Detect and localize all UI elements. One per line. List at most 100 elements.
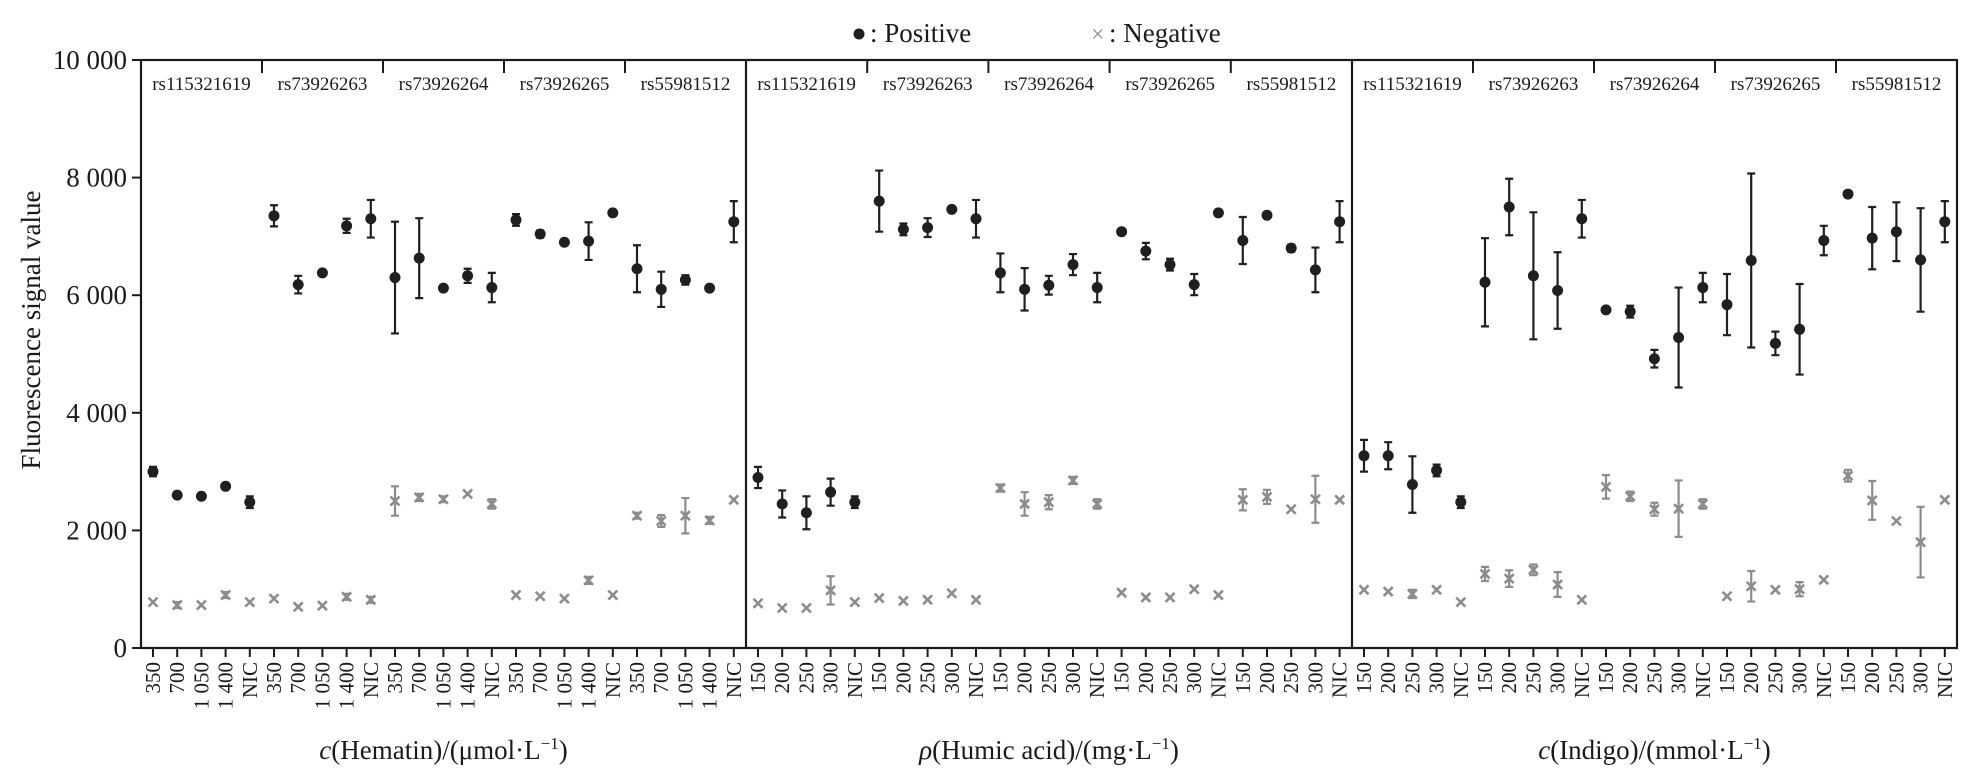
negative-point: [1237, 494, 1249, 506]
negative-point: [1455, 596, 1467, 608]
positive-point: [1043, 279, 1055, 291]
x-tick-label: 300: [1909, 662, 1933, 694]
x-tick-label: 200: [1618, 662, 1642, 694]
x-tick-label: 150: [988, 662, 1012, 694]
positive-point: [510, 214, 522, 226]
x-tick-label: 200: [1134, 662, 1158, 694]
positive-point: [1285, 242, 1297, 254]
x-tick-label: 250: [1158, 662, 1182, 694]
x-axis-title: ρ(Humic acid)/(mg·L−1): [918, 734, 1179, 765]
negative-point: [1091, 498, 1103, 510]
negative-point: [679, 510, 691, 522]
x-tick-label: NIC: [480, 662, 504, 698]
x-tick-label: 1 400: [214, 662, 238, 709]
positive-point: [1334, 216, 1346, 228]
x-tick-label: 250: [1400, 662, 1424, 694]
positive-point: [1552, 284, 1564, 296]
x-tick-label: 150: [1473, 662, 1497, 694]
x-tick-label: 300: [1667, 662, 1691, 694]
positive-point: [1842, 188, 1854, 200]
positive-point: [1866, 232, 1878, 244]
x-tick-label: 250: [1279, 662, 1303, 694]
y-tick-label: 10 000: [53, 45, 127, 75]
positive-point: [1091, 282, 1103, 294]
positive-point: [776, 498, 788, 510]
y-tick-label: 0: [114, 633, 128, 663]
x-tick-label: 150: [1231, 662, 1255, 694]
negative-point: [292, 601, 304, 613]
positive-point: [147, 466, 159, 478]
negative-point: [1527, 564, 1539, 576]
positive-point: [1818, 235, 1830, 247]
positive-point: [1188, 279, 1200, 291]
group-label: rs55981512: [641, 74, 731, 95]
negative-point: [1334, 494, 1346, 506]
positive-point: [389, 272, 401, 284]
x-tick-label: 300: [1788, 662, 1812, 694]
x-tick-label: 250: [1884, 662, 1908, 694]
negative-point: [776, 602, 788, 614]
group-label: rs115321619: [152, 74, 251, 95]
group-label: rs73926263: [278, 74, 368, 95]
positive-point: [1624, 306, 1636, 318]
x-tick-label: NIC: [964, 662, 988, 698]
negative-point: [534, 590, 546, 602]
negative-point: [1431, 584, 1443, 596]
group-label: rs73926265: [1731, 74, 1821, 95]
positive-point: [220, 480, 232, 492]
x-tick-label: NIC: [238, 662, 262, 698]
positive-point: [1721, 299, 1733, 311]
plot-frame: [139, 58, 1959, 650]
negative-point: [365, 594, 377, 606]
negative-point: [1188, 583, 1200, 595]
negative-point: [1697, 498, 1709, 510]
positive-point: [1769, 337, 1781, 349]
negative-point: [1818, 574, 1830, 586]
x-tick-label: 1 400: [577, 662, 601, 709]
axes-layer: 0 2 000 4 000 6 000 8 000 10 000 rs115321619 35…: [53, 45, 1959, 765]
group-label: rs115321619: [757, 74, 856, 95]
x-axis-title: c(Indigo)/(mmol·L−1): [1538, 734, 1771, 765]
positive-point: [462, 270, 474, 282]
x-tick-label: NIC: [601, 662, 625, 698]
x-tick-label: 200: [1497, 662, 1521, 694]
negative-point: [1794, 583, 1806, 595]
positive-point: [1382, 450, 1394, 462]
negative-point: [1866, 494, 1878, 506]
negative-point: [413, 492, 425, 503]
positive-point: [1309, 264, 1321, 276]
negative-point: [1479, 568, 1491, 580]
positive-point: [922, 222, 934, 234]
x-tick-label: 250: [1642, 662, 1666, 694]
x-tick-label: NIC: [843, 662, 867, 698]
y-tick-label: 6 000: [66, 280, 127, 310]
group-label: rs55981512: [1852, 74, 1942, 95]
x-tick-label: 200: [1013, 662, 1037, 694]
negative-point: [1406, 588, 1418, 600]
group-label: rs73926265: [520, 74, 610, 95]
x-tick-label: 300: [1061, 662, 1085, 694]
positive-point: [970, 213, 982, 225]
legend-positive-label: : Positive: [870, 18, 971, 48]
negative-point: [1890, 515, 1902, 527]
positive-point: [1745, 255, 1757, 267]
negative-point: [607, 589, 619, 601]
x-tick-label: NIC: [1691, 662, 1715, 698]
marks-layer: [147, 169, 1951, 614]
group-label: rs73926264: [399, 74, 489, 95]
x-tick-label: NIC: [1206, 662, 1230, 698]
x-tick-label: 700: [528, 662, 552, 694]
x-tick-label: 700: [407, 662, 431, 694]
positive-point: [873, 195, 885, 207]
x-tick-label: 250: [916, 662, 940, 694]
negative-point: [171, 599, 183, 611]
negative-point: [510, 589, 522, 601]
y-tick-label: 2 000: [66, 515, 127, 545]
x-tick-label: 1 050: [431, 662, 455, 709]
negative-point: [1164, 592, 1176, 603]
positive-point: [1140, 245, 1152, 257]
negative-point: [558, 593, 570, 605]
negative-point: [1769, 584, 1781, 596]
positive-point: [704, 282, 716, 294]
x-tick-label: NIC: [1328, 662, 1352, 698]
